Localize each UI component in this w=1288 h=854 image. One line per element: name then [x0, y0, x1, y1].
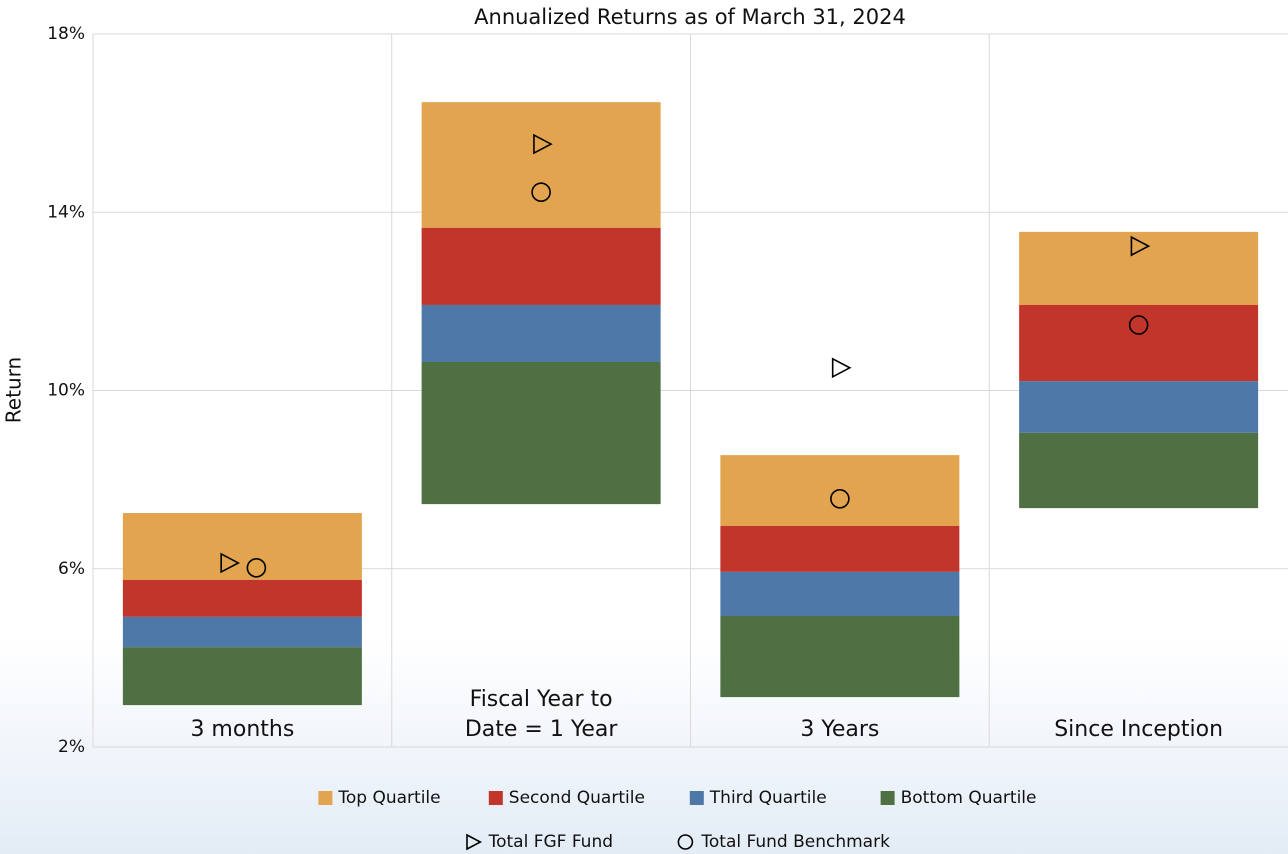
- legend-swatch: [488, 791, 503, 805]
- marker-triangle: [1130, 235, 1151, 257]
- category-label: 3 Years: [800, 717, 880, 742]
- legend-marker: [677, 834, 694, 850]
- legend-label: Second Quartile: [509, 788, 645, 808]
- legend-swatch: [318, 791, 333, 805]
- marker-circle: [246, 558, 267, 578]
- bar-segment: [122, 647, 362, 706]
- bar-segment: [421, 227, 661, 305]
- category-label: Since Inception: [1054, 717, 1224, 742]
- bar-segment: [720, 571, 960, 616]
- legend-label: Total Fund Benchmark: [700, 832, 890, 852]
- marker-circle: [1128, 315, 1149, 335]
- legend-swatch: [689, 791, 704, 805]
- bar-segment: [122, 616, 362, 648]
- bar-segment: [122, 513, 362, 580]
- legend-label: Third Quartile: [709, 788, 827, 808]
- bar-segment: [720, 525, 960, 572]
- legend-marker: [466, 833, 483, 851]
- marker-circle: [531, 182, 551, 202]
- y-tick-label: 10%: [47, 381, 85, 401]
- legend-label: Total FGF Fund: [488, 832, 613, 852]
- bar-segment: [421, 304, 661, 362]
- legend-label: Bottom Quartile: [901, 788, 1037, 808]
- legend-label: Top Quartile: [337, 788, 440, 808]
- bar-segment: [421, 361, 661, 505]
- bar-segment: [1019, 304, 1259, 382]
- bar-segment: [720, 615, 960, 698]
- y-tick-label: 2%: [58, 737, 85, 757]
- y-tick-label: 18%: [47, 24, 85, 44]
- bar-segment: [1019, 231, 1259, 305]
- category-label: Fiscal Year to Date = 1 Year: [464, 687, 618, 742]
- marker-circle: [830, 488, 850, 509]
- category-label: 3 months: [190, 717, 295, 742]
- y-tick-label: 14%: [47, 202, 85, 222]
- marker-triangle: [831, 357, 852, 379]
- bar-segment: [122, 579, 362, 617]
- legend-swatch: [880, 791, 895, 805]
- bar-segment: [421, 102, 661, 228]
- bar-segment: [1019, 432, 1259, 509]
- bar-segment: [1019, 381, 1259, 433]
- marker-triangle: [220, 552, 240, 574]
- y-axis-label: Return: [2, 357, 26, 423]
- marker-triangle: [533, 133, 553, 155]
- y-tick-label: 6%: [58, 559, 85, 579]
- chart-title: Annualized Returns as of March 31, 2024: [474, 5, 906, 29]
